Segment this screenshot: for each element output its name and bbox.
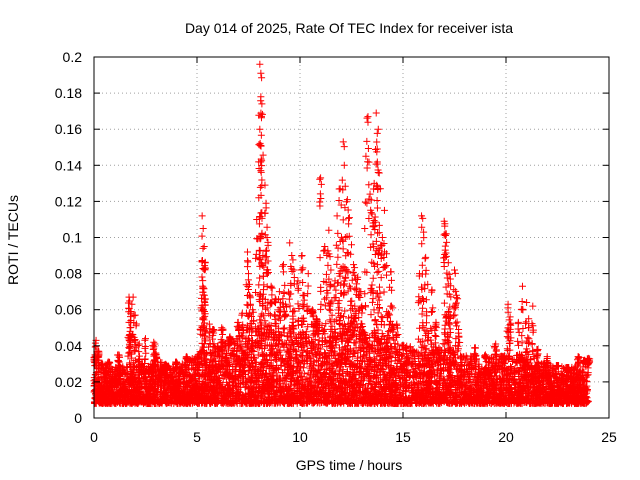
data-point xyxy=(417,349,425,357)
data-points xyxy=(90,60,594,408)
chart-title: Day 014 of 2025, Rate Of TEC Index for r… xyxy=(185,20,513,36)
data-point xyxy=(254,351,262,359)
data-point xyxy=(464,361,472,369)
data-point xyxy=(253,343,261,351)
data-point xyxy=(227,351,235,359)
